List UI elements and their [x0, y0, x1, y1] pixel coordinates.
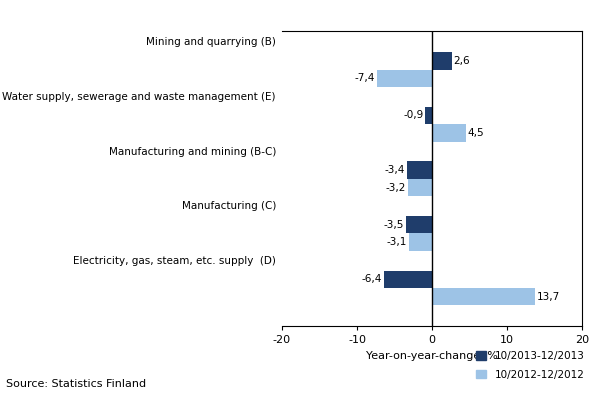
Text: -3,4: -3,4 [384, 165, 404, 175]
Text: 13,7: 13,7 [536, 292, 560, 302]
Bar [432, 124, 466, 142]
Text: -7,4: -7,4 [354, 73, 374, 83]
Bar [406, 216, 432, 233]
Legend: 10/2013-12/2013, 10/2012-12/2012: 10/2013-12/2013, 10/2012-12/2012 [472, 347, 589, 384]
Bar [384, 270, 432, 288]
Text: -6,4: -6,4 [362, 274, 382, 284]
X-axis label: Year-on-year-change, %: Year-on-year-change, % [366, 351, 498, 361]
Bar [377, 70, 432, 87]
Text: Mining and quarrying (B): Mining and quarrying (B) [146, 37, 276, 48]
Text: -3,2: -3,2 [386, 182, 406, 193]
Text: Manufacturing (C): Manufacturing (C) [182, 201, 276, 211]
Text: -3,1: -3,1 [386, 237, 407, 247]
Text: Water supply, sewerage and waste management (E): Water supply, sewerage and waste managem… [2, 92, 276, 102]
Bar [409, 233, 432, 251]
Text: 4,5: 4,5 [467, 128, 484, 138]
Bar [407, 162, 432, 179]
Text: Source: Statistics Finland: Source: Statistics Finland [6, 379, 146, 389]
Bar [425, 107, 432, 124]
Bar [432, 52, 452, 70]
Bar [408, 179, 432, 196]
Text: 2,6: 2,6 [454, 56, 470, 66]
Bar [432, 288, 535, 305]
Text: Electricity, gas, steam, etc. supply  (D): Electricity, gas, steam, etc. supply (D) [73, 256, 276, 266]
Text: -3,5: -3,5 [383, 220, 404, 230]
Text: Manufacturing and mining (B-C): Manufacturing and mining (B-C) [109, 147, 276, 156]
Text: -0,9: -0,9 [403, 110, 424, 121]
